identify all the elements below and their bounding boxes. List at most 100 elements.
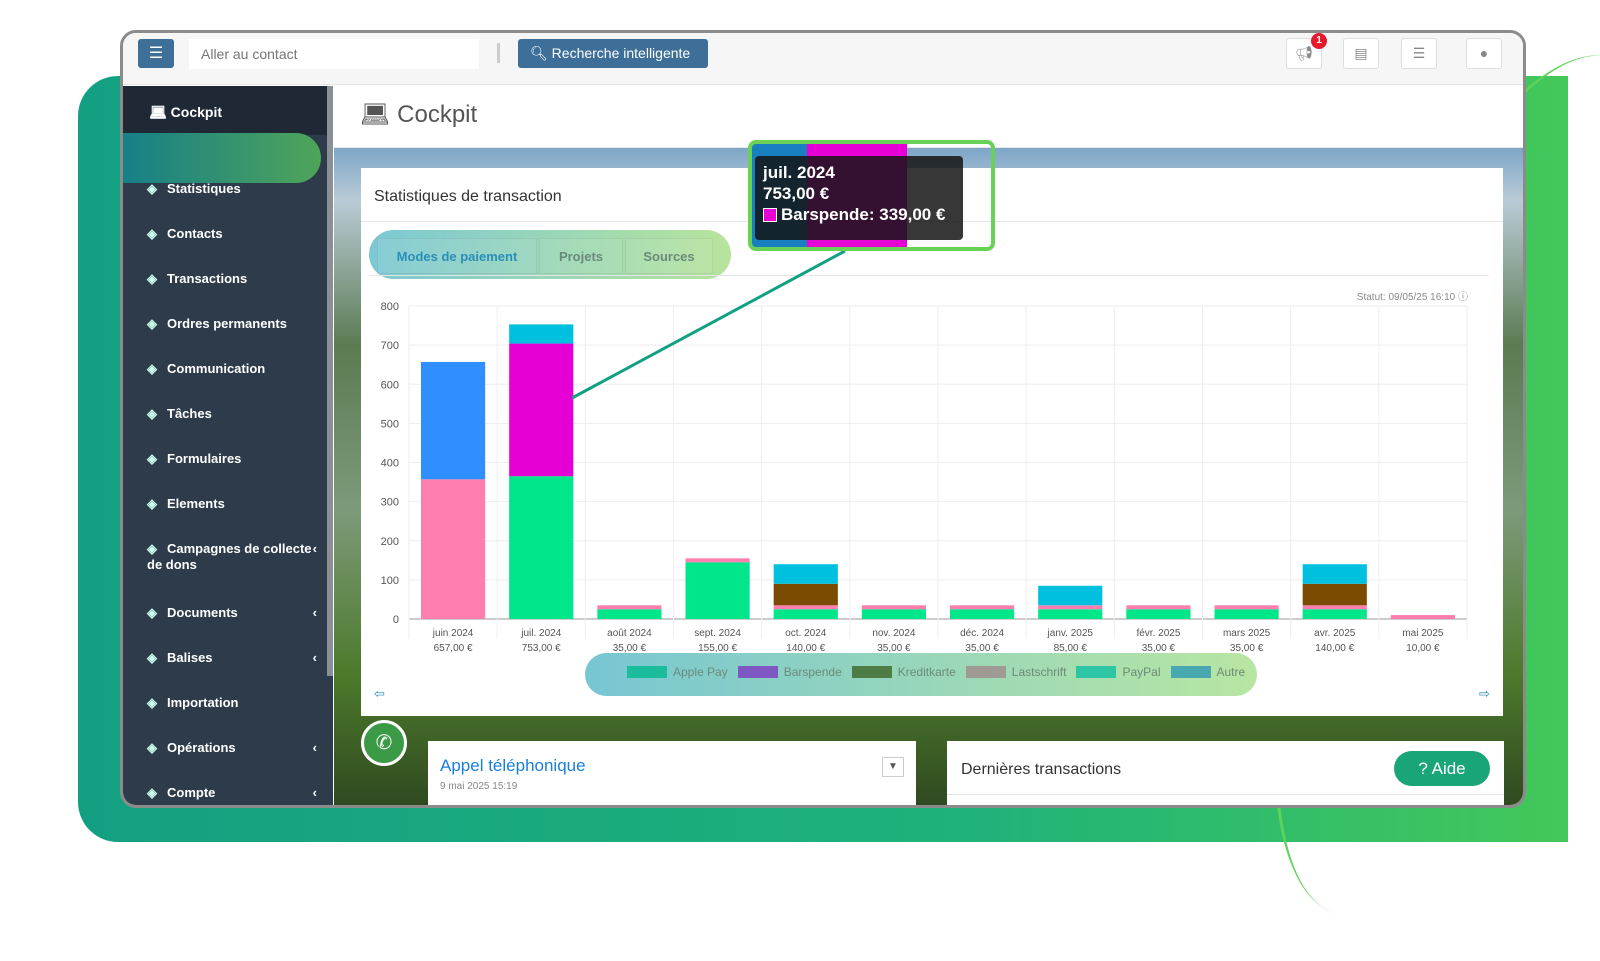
sidebar-item-10[interactable]: ◈ Balises ‹ — [147, 650, 317, 666]
document-icon: ◈ — [147, 605, 157, 620]
x-tick-label: févr. 2025 — [1136, 628, 1180, 639]
y-tick-label: 700 — [381, 340, 399, 352]
topbar: ☰ 🔍︎ Recherche intelligente 📢︎1 ▤ ☰ ● — [123, 33, 1523, 85]
sidebar-item-2[interactable]: ◈ Transactions — [147, 271, 317, 287]
landscape-background: Statistiques de transaction Modes de pai… — [334, 148, 1523, 805]
legend-item[interactable]: Autre — [1170, 665, 1246, 679]
legend-label: Lastschrift — [1011, 665, 1067, 679]
page-header: 💻︎ Cockpit — [334, 86, 1523, 148]
tasks-button[interactable]: ☰ — [1401, 38, 1437, 69]
help-button[interactable]: ? Aide — [1394, 751, 1490, 786]
announcements-button[interactable]: 📢︎ 1 — [1286, 33, 1327, 69]
thumbs-up-icon: ◈ — [147, 541, 157, 556]
sidebar-item-11[interactable]: ◈ Importation — [147, 695, 317, 711]
legend-label: Barspende — [783, 665, 842, 679]
info-icon[interactable]: ⓘ — [1458, 292, 1468, 303]
legend-swatch — [737, 666, 778, 678]
dropdown-toggle[interactable]: ▼ — [882, 757, 904, 777]
legend-swatch — [1170, 666, 1211, 678]
sidebar-header-label: Cockpit — [170, 104, 223, 120]
user-icon: ● — [1479, 45, 1489, 61]
upload-icon: ◈ — [147, 695, 157, 710]
bar-segment — [597, 609, 662, 619]
user-button[interactable]: ● — [1466, 38, 1502, 69]
legend-label: Apple Pay — [673, 665, 728, 679]
bar-segment — [1302, 605, 1367, 610]
sidebar-item-0[interactable]: ◈ Statistiques — [147, 181, 317, 197]
app-window: ☰ 🔍︎ Recherche intelligente 📢︎1 ▤ ☰ ● 💻︎… — [120, 30, 1526, 808]
contact-card-button[interactable]: ▤ — [1343, 38, 1379, 69]
chevron-left-icon: ‹ — [312, 740, 317, 755]
sidebar-item-label: Statistiques — [167, 181, 241, 196]
recent-transactions-card: Dernières transactions ? Aide — [947, 741, 1504, 805]
legend-label: Autre — [1216, 665, 1246, 679]
sidebar-item-12[interactable]: ◈ Opérations ‹ — [147, 740, 317, 756]
smart-search-label: Recherche intelligente — [551, 45, 691, 61]
bar-segment — [1302, 564, 1367, 584]
sidebar-item-5[interactable]: ◈ Tâches — [147, 406, 317, 422]
chart-legend: Apple Pay Barspende Kreditkarte Lastschrift… — [585, 653, 1257, 696]
sidebar-scrollbar[interactable] — [327, 86, 333, 676]
bar-segment — [421, 479, 486, 619]
legend-label: Kreditkarte — [897, 665, 956, 679]
sidebar-item-1[interactable]: ◈ Contacts — [147, 226, 317, 242]
sidebar-item-label: Transactions — [167, 271, 248, 286]
chart-tooltip: juil. 2024 753,00 € Barspende: 339,00 € — [755, 156, 963, 240]
sidebar: 💻︎ Cockpit ◈ Statistiques ◈ Contacts ◈ Transa… — [123, 86, 333, 805]
contact-search-input[interactable] — [189, 39, 479, 69]
laptop-icon: 💻︎ — [360, 101, 391, 128]
legend-item[interactable]: Barspende — [737, 665, 842, 679]
sidebar-item-3[interactable]: ◈ Ordres permanents — [147, 316, 317, 332]
sidebar-item-label: Balises — [167, 650, 213, 665]
sidebar-item-label: Elements — [167, 496, 225, 511]
legend-item[interactable]: Apple Pay — [627, 665, 728, 679]
bar-segment — [1038, 605, 1103, 610]
legend-swatch — [965, 666, 1006, 678]
x-tick-label: oct. 2024 — [785, 628, 827, 639]
bar-segment — [597, 605, 662, 610]
next-arrow-icon[interactable]: ⇨ — [1479, 686, 1490, 701]
sidebar-item-label: Opérations — [167, 740, 236, 755]
total-label: 10,00 € — [1406, 643, 1440, 654]
activity-title[interactable]: Appel téléphonique — [440, 756, 586, 775]
legend-label: PayPal — [1122, 665, 1161, 679]
legend-swatch — [1076, 666, 1117, 678]
tab-payment-methods[interactable]: Modes de paiement — [377, 238, 537, 274]
bar-segment — [773, 605, 838, 610]
legend-item[interactable]: Kreditkarte — [851, 665, 956, 679]
sidebar-item-4[interactable]: ◈ Communication — [147, 361, 317, 377]
legend-item[interactable]: Lastschrift — [965, 665, 1067, 679]
chevron-left-icon: ‹ — [312, 785, 317, 800]
main-content: 💻︎ Cockpit Statistiques de transaction M… — [334, 86, 1523, 805]
sidebar-item-13[interactable]: ◈ Compte ‹ — [147, 785, 317, 801]
y-tick-label: 0 — [393, 614, 399, 626]
x-tick-label: mai 2025 — [1402, 628, 1444, 639]
sidebar-item-9[interactable]: ◈ Documents ‹ — [147, 605, 317, 621]
previous-arrow-icon[interactable]: ⇦ — [374, 686, 385, 701]
bar-segment — [1126, 609, 1191, 619]
bar-segment — [509, 324, 574, 344]
sidebar-item-7[interactable]: ◈ Elements — [147, 496, 317, 512]
sidebar-item-6[interactable]: ◈ Formulaires — [147, 451, 317, 467]
bar-segment — [1038, 585, 1103, 606]
total-label: 35,00 € — [1230, 643, 1264, 654]
bar-segment — [1302, 583, 1367, 606]
tab-projects[interactable]: Projets — [539, 238, 623, 274]
y-tick-label: 800 — [381, 301, 399, 313]
id-card-icon: ▤ — [1354, 45, 1368, 61]
bar-segment — [1214, 605, 1279, 610]
status-text: Statut: 09/05/25 16:10 ⓘ — [1357, 288, 1468, 303]
sidebar-item-cockpit[interactable]: 💻︎ Cockpit — [123, 86, 333, 135]
x-tick-label: sept. 2024 — [694, 628, 741, 639]
laptop-icon: 💻︎ — [149, 104, 167, 120]
tab-sources[interactable]: Sources — [625, 238, 713, 274]
menu-toggle-button[interactable]: ☰ — [138, 39, 174, 68]
smart-search-button[interactable]: 🔍︎ Recherche intelligente — [518, 39, 708, 68]
bar-segment — [861, 605, 926, 610]
y-tick-label: 500 — [381, 418, 399, 430]
tooltip-title: juil. 2024 — [763, 163, 835, 182]
legend-item[interactable]: PayPal — [1076, 665, 1161, 679]
sidebar-item-8[interactable]: ◈ Campagnes de collecte de dons ‹ — [147, 541, 317, 572]
y-tick-label: 300 — [381, 497, 399, 509]
sidebar-item-label: Contacts — [167, 226, 223, 241]
